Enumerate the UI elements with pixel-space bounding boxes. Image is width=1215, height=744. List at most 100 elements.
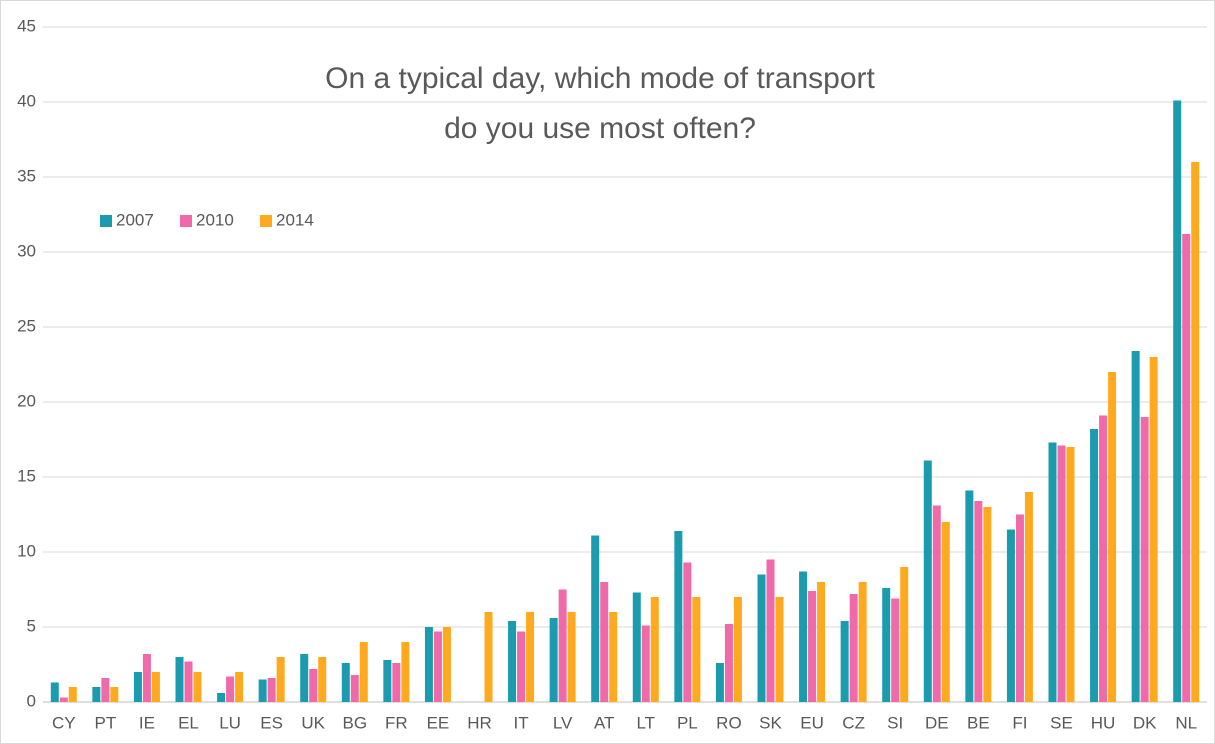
y-tick-label: 20 xyxy=(17,391,36,410)
y-tick-label: 5 xyxy=(27,616,36,635)
y-tick-label: 40 xyxy=(17,91,36,110)
bar xyxy=(1057,445,1066,702)
x-tick-label: EL xyxy=(178,713,199,732)
bar xyxy=(641,625,650,702)
bar xyxy=(1090,429,1099,702)
bar xyxy=(184,661,193,702)
bar xyxy=(683,562,692,702)
x-tick-label: SE xyxy=(1050,713,1073,732)
x-tick-label: BG xyxy=(343,713,368,732)
x-tick-label: EE xyxy=(427,713,450,732)
y-tick-label: 30 xyxy=(17,241,36,260)
bar xyxy=(591,535,600,702)
bar xyxy=(517,631,526,702)
bar xyxy=(882,588,891,702)
x-tick-label: BE xyxy=(967,713,990,732)
y-tick-label: 0 xyxy=(27,691,36,710)
bar xyxy=(983,507,992,702)
bar xyxy=(267,678,276,702)
x-tick-label: PT xyxy=(94,713,116,732)
bar xyxy=(433,631,442,702)
x-tick-label: UK xyxy=(301,713,325,732)
bar xyxy=(59,697,68,702)
bar xyxy=(1131,351,1140,702)
y-tick-label: 15 xyxy=(17,466,36,485)
bar xyxy=(891,598,900,702)
bar xyxy=(101,678,110,702)
bar xyxy=(923,460,932,702)
bar xyxy=(50,682,59,702)
x-tick-label: FR xyxy=(385,713,408,732)
x-tick-label: LT xyxy=(636,713,655,732)
bar xyxy=(692,597,701,702)
chart-title: On a typical day, which mode of transpor… xyxy=(325,62,875,95)
bar xyxy=(1099,415,1108,702)
bar xyxy=(133,672,142,702)
bar xyxy=(359,642,368,702)
bar xyxy=(715,663,724,702)
bar xyxy=(235,672,244,702)
bar xyxy=(1149,357,1158,702)
bar xyxy=(941,522,950,702)
bar xyxy=(424,627,433,702)
y-tick-label: 10 xyxy=(17,541,36,560)
bar xyxy=(733,597,742,702)
x-tick-label: HU xyxy=(1091,713,1116,732)
x-tick-label: DK xyxy=(1133,713,1157,732)
bar xyxy=(142,654,151,702)
x-tick-label: HR xyxy=(467,713,492,732)
bar xyxy=(965,490,974,702)
bar xyxy=(1015,514,1024,702)
bar xyxy=(68,687,77,702)
legend-swatch xyxy=(260,215,272,227)
legend-swatch xyxy=(100,215,112,227)
bar xyxy=(558,589,567,702)
bar xyxy=(567,612,576,702)
legend-label: 2014 xyxy=(276,210,314,229)
bar xyxy=(258,679,267,702)
bar xyxy=(724,624,733,702)
x-tick-label: PL xyxy=(677,713,698,732)
bar xyxy=(1173,100,1182,702)
bar xyxy=(226,676,235,702)
x-tick-label: FI xyxy=(1012,713,1027,732)
x-tick-label: DE xyxy=(925,713,949,732)
bar xyxy=(650,597,659,702)
bar xyxy=(300,654,309,702)
legend-swatch xyxy=(180,215,192,227)
bar xyxy=(309,669,318,702)
x-tick-label: IT xyxy=(514,713,529,732)
bar xyxy=(775,597,784,702)
legend-label: 2007 xyxy=(116,210,154,229)
bar xyxy=(600,582,609,702)
bar xyxy=(1108,372,1117,702)
bar xyxy=(1191,162,1200,702)
bar xyxy=(526,612,535,702)
bar xyxy=(341,663,350,702)
bar xyxy=(276,657,285,702)
bar xyxy=(508,621,517,702)
x-tick-label: LV xyxy=(553,713,573,732)
x-tick-label: CZ xyxy=(842,713,865,732)
bar xyxy=(175,657,184,702)
x-tick-label: IE xyxy=(139,713,155,732)
bar xyxy=(217,693,226,702)
bar xyxy=(808,591,817,702)
y-tick-label: 35 xyxy=(17,166,36,185)
bar xyxy=(401,642,410,702)
x-tick-label: RO xyxy=(716,713,742,732)
bar xyxy=(383,660,392,702)
bar xyxy=(757,574,766,702)
y-tick-label: 25 xyxy=(17,316,36,335)
bar xyxy=(974,501,983,702)
y-tick-label: 45 xyxy=(17,16,36,35)
x-tick-label: LU xyxy=(219,713,241,732)
bar xyxy=(1048,442,1057,702)
bar xyxy=(110,687,119,702)
bar xyxy=(1006,529,1015,702)
bar xyxy=(92,687,101,702)
x-tick-label: EU xyxy=(800,713,824,732)
bar xyxy=(1066,447,1075,702)
bar xyxy=(318,657,327,702)
